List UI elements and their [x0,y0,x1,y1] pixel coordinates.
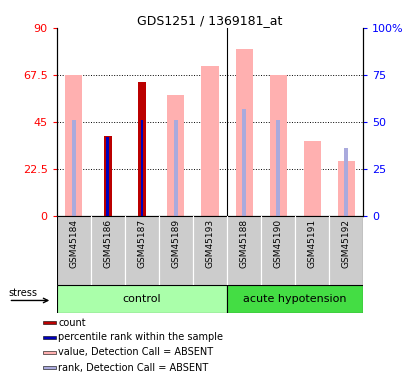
Bar [57,285,227,313]
Bar [72,120,76,216]
Bar [270,75,287,216]
Bar [236,49,252,216]
Bar [125,216,159,285]
Text: GSM45186: GSM45186 [103,219,112,268]
Text: rank, Detection Call = ABSENT: rank, Detection Call = ABSENT [58,363,208,372]
Bar [43,336,56,339]
Bar [338,162,355,216]
Text: count: count [58,318,86,327]
Bar [43,351,56,354]
Text: GSM45188: GSM45188 [239,219,249,268]
Bar [65,75,82,216]
Bar [159,216,193,285]
Text: GSM45189: GSM45189 [171,219,181,268]
Title: GDS1251 / 1369181_at: GDS1251 / 1369181_at [137,14,283,27]
Text: GSM45184: GSM45184 [69,219,78,268]
Bar [174,120,178,216]
Bar [227,285,363,313]
Bar [91,216,125,285]
Bar [138,82,146,216]
Bar [104,136,112,216]
Text: GSM45193: GSM45193 [205,219,215,268]
Bar [106,137,109,216]
Bar [227,216,261,285]
Text: acute hypotension: acute hypotension [244,294,347,304]
Bar [344,148,348,216]
Text: GSM45191: GSM45191 [308,219,317,268]
Bar [193,216,227,285]
Bar [329,216,363,285]
Text: percentile rank within the sample: percentile rank within the sample [58,333,223,342]
Bar [304,141,321,216]
Bar [140,120,144,216]
Bar [261,216,295,285]
Text: stress: stress [8,288,37,298]
Bar [141,120,143,216]
Bar [43,321,56,324]
Text: value, Detection Call = ABSENT: value, Detection Call = ABSENT [58,348,213,357]
Text: GSM45187: GSM45187 [137,219,146,268]
Bar [168,95,184,216]
Bar [57,216,91,285]
Bar [295,216,329,285]
Bar [202,66,218,216]
Bar [276,120,280,216]
Text: GSM45192: GSM45192 [342,219,351,268]
Bar [242,109,246,216]
Text: GSM45190: GSM45190 [274,219,283,268]
Bar [43,366,56,369]
Text: control: control [123,294,161,304]
